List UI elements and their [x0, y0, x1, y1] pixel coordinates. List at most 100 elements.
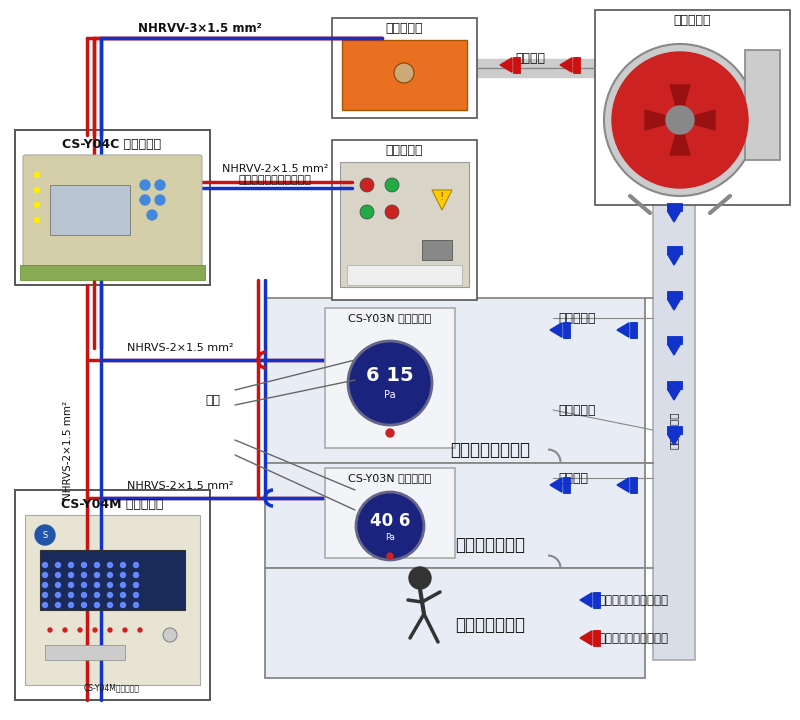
Circle shape: [55, 562, 61, 567]
Text: Pa: Pa: [384, 390, 396, 400]
Circle shape: [69, 582, 74, 588]
Circle shape: [121, 593, 126, 598]
Circle shape: [34, 202, 39, 207]
Circle shape: [138, 628, 142, 632]
Polygon shape: [670, 120, 690, 155]
Circle shape: [123, 628, 127, 632]
Text: 楼梯间（高压区）: 楼梯间（高压区）: [450, 441, 530, 459]
Circle shape: [140, 180, 150, 190]
Circle shape: [69, 572, 74, 577]
Circle shape: [34, 217, 39, 222]
Bar: [342, 40, 467, 110]
Circle shape: [612, 52, 748, 188]
Circle shape: [134, 603, 138, 608]
Circle shape: [604, 44, 756, 196]
Circle shape: [55, 572, 61, 577]
Text: 气管: 气管: [205, 394, 220, 407]
Bar: [45, 645, 125, 660]
Text: NHRVS-2×1.5 mm²: NHRVS-2×1.5 mm²: [63, 400, 73, 500]
Circle shape: [42, 593, 47, 598]
Text: 前室标志: 前室标志: [558, 472, 588, 485]
Circle shape: [82, 582, 86, 588]
Bar: [595, 10, 790, 205]
Text: Pa: Pa: [385, 534, 395, 542]
Text: 风机配电笱: 风机配电笱: [386, 143, 422, 156]
Circle shape: [34, 187, 39, 192]
Polygon shape: [580, 593, 592, 607]
Circle shape: [121, 582, 126, 588]
Polygon shape: [560, 58, 572, 72]
Circle shape: [94, 562, 99, 567]
Circle shape: [121, 603, 126, 608]
Circle shape: [360, 178, 374, 192]
Text: 泄压阀开启时气体流向: 泄压阀开启时气体流向: [598, 631, 668, 644]
Circle shape: [55, 593, 61, 598]
Text: S: S: [42, 531, 48, 539]
Polygon shape: [500, 58, 512, 72]
Polygon shape: [667, 389, 681, 400]
Circle shape: [385, 178, 399, 192]
Bar: [20, 265, 205, 280]
Text: NHRVS-2×1.5 mm²: NHRVS-2×1.5 mm²: [126, 481, 234, 491]
Text: 楼梯间标志: 楼梯间标志: [558, 312, 595, 325]
Bar: [340, 162, 469, 287]
Polygon shape: [550, 478, 562, 492]
Circle shape: [387, 553, 393, 559]
Circle shape: [147, 210, 157, 220]
Circle shape: [94, 593, 99, 598]
Circle shape: [134, 582, 138, 588]
Bar: [653, 200, 695, 660]
Circle shape: [82, 562, 86, 567]
Polygon shape: [680, 110, 715, 130]
Circle shape: [107, 593, 113, 598]
Circle shape: [48, 628, 52, 632]
Circle shape: [360, 205, 374, 219]
Text: 正压送风机: 正压送风机: [674, 14, 710, 27]
Circle shape: [55, 582, 61, 588]
Bar: [15, 130, 210, 285]
Bar: [332, 18, 477, 118]
Circle shape: [107, 562, 113, 567]
Circle shape: [666, 106, 694, 134]
Circle shape: [78, 628, 82, 632]
Circle shape: [35, 525, 55, 545]
Bar: [325, 308, 455, 448]
Circle shape: [121, 562, 126, 567]
Bar: [332, 140, 477, 300]
Circle shape: [108, 628, 112, 632]
Text: 走道（低压区）: 走道（低压区）: [455, 616, 525, 634]
Circle shape: [55, 603, 61, 608]
Circle shape: [82, 593, 86, 598]
Bar: [745, 50, 780, 160]
Text: CS-Y04C 余压控制器: CS-Y04C 余压控制器: [62, 138, 162, 150]
Bar: [15, 490, 210, 700]
Bar: [265, 298, 645, 463]
Text: 前室（高压区）: 前室（高压区）: [455, 536, 525, 554]
Polygon shape: [667, 211, 681, 222]
Polygon shape: [580, 631, 592, 645]
Circle shape: [394, 63, 414, 83]
Circle shape: [107, 582, 113, 588]
Circle shape: [94, 582, 99, 588]
Bar: [422, 240, 452, 260]
Text: 常闭防火门: 常闭防火门: [558, 403, 595, 416]
Circle shape: [94, 572, 99, 577]
Circle shape: [134, 572, 138, 577]
Circle shape: [94, 603, 99, 608]
Circle shape: [42, 582, 47, 588]
Polygon shape: [667, 434, 681, 445]
Circle shape: [42, 572, 47, 577]
Bar: [50, 185, 130, 235]
Circle shape: [69, 562, 74, 567]
Bar: [347, 265, 462, 285]
Circle shape: [140, 195, 150, 205]
Text: CS-Y03N 余压探测器: CS-Y03N 余压探测器: [348, 313, 432, 323]
Text: NHRVV-3×1.5 mm²: NHRVV-3×1.5 mm²: [138, 22, 262, 35]
Circle shape: [82, 572, 86, 577]
Bar: [265, 463, 645, 568]
Bar: [265, 568, 645, 678]
Polygon shape: [432, 190, 452, 210]
Polygon shape: [617, 478, 629, 492]
Circle shape: [348, 341, 432, 425]
Bar: [25, 515, 200, 685]
